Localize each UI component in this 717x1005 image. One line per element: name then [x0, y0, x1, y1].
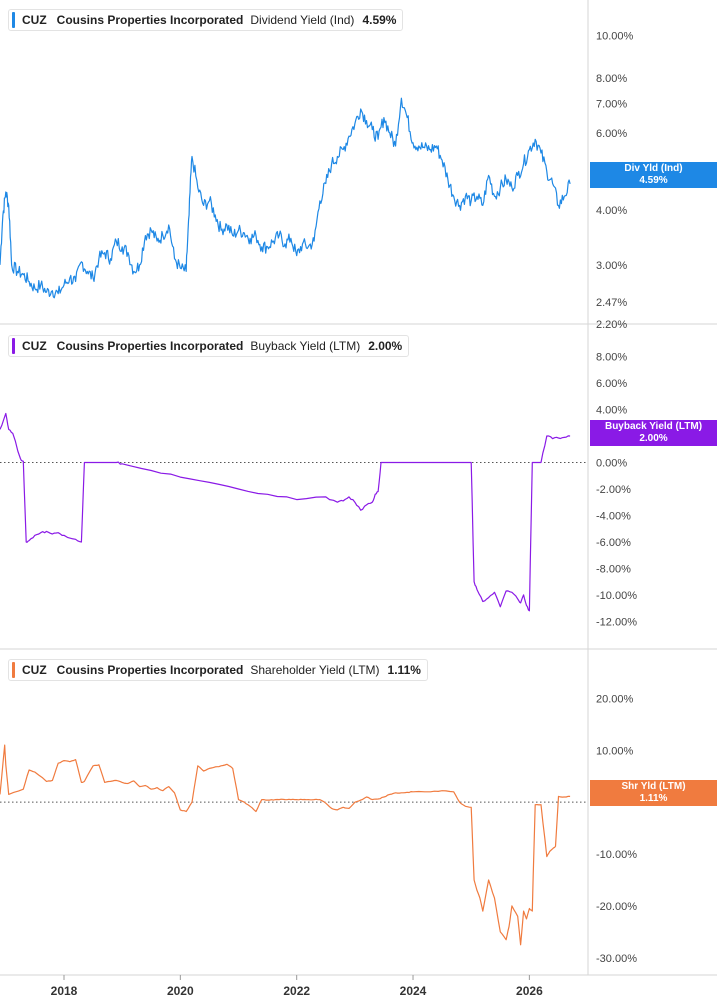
y-tick-label: 4.00% — [596, 405, 627, 417]
series-line-panel-3 — [0, 744, 571, 946]
company-name: Cousins Properties Incorporated — [56, 13, 244, 27]
y-tick-label: 0.00% — [596, 458, 627, 470]
x-tick-label: 2024 — [400, 984, 427, 998]
badge-label: Shr Yld (LTM) — [621, 781, 686, 792]
legend-buyback-yield[interactable]: CUZ Cousins Properties Incorporated Buyb… — [8, 335, 410, 357]
ticker: CUZ — [22, 13, 47, 27]
y-tick-label: -12.00% — [596, 616, 637, 628]
dividend-yield-badge: Div Yld (Ind) 4.59% — [590, 162, 717, 188]
y-tick-label: -6.00% — [596, 537, 631, 549]
company-name: Cousins Properties Incorporated — [56, 663, 244, 677]
metric-value: 2.00% — [368, 339, 403, 353]
y-tick-label: -30.00% — [596, 953, 637, 965]
ticker: CUZ — [22, 663, 47, 677]
x-tick-labels: 2018 2020 2022 2024 2026 — [51, 975, 543, 998]
x-tick-label: 2020 — [167, 984, 194, 998]
y-tick-label: -4.00% — [596, 511, 631, 523]
x-tick-label: 2018 — [51, 984, 78, 998]
zero-lines — [0, 462, 588, 803]
legend-shareholder-yield[interactable]: CUZ Cousins Properties Incorporated Shar… — [8, 659, 428, 681]
y-tick-label: -8.00% — [596, 563, 631, 575]
y-tick-label: 8.00% — [596, 352, 627, 364]
y-tick-label: -20.00% — [596, 901, 637, 913]
y-tick-label: 3.00% — [596, 260, 627, 272]
y-tick-label: 2.20% — [596, 319, 627, 331]
x-tick-label: 2026 — [516, 984, 543, 998]
y-tick-label: 6.00% — [596, 128, 627, 140]
legend-dividend-yield[interactable]: CUZ Cousins Properties Incorporated Divi… — [8, 9, 404, 31]
metric-name: Dividend Yield (Ind) — [250, 13, 355, 27]
panel-dividers — [0, 0, 717, 976]
y-tick-label: -10.00% — [596, 590, 637, 602]
buyback-yield-badge: Buyback Yield (LTM) 2.00% — [590, 420, 717, 446]
badge-value: 4.59% — [639, 175, 668, 186]
metric-value: 4.59% — [362, 13, 397, 27]
y-tick-label: -10.00% — [596, 849, 637, 861]
y-tick-label: 10.00% — [596, 31, 634, 43]
y-tick-label: 7.00% — [596, 99, 627, 111]
metric-name: Buyback Yield (LTM) — [250, 339, 361, 353]
badge-label: Buyback Yield (LTM) — [604, 421, 703, 432]
x-tick-label: 2022 — [283, 984, 310, 998]
y-tick-label: 8.00% — [596, 73, 627, 85]
series-color-marker — [12, 662, 15, 678]
badge-value: 2.00% — [639, 433, 668, 444]
series-line-panel-2 — [0, 412, 571, 612]
badge-value: 1.11% — [639, 793, 668, 804]
series-color-marker — [12, 338, 15, 354]
series-line-panel-1 — [0, 97, 571, 299]
y-tick-label: 6.00% — [596, 378, 627, 390]
series-color-marker — [12, 12, 15, 28]
metric-name: Shareholder Yield (LTM) — [250, 663, 380, 677]
y-tick-label: 20.00% — [596, 693, 634, 705]
ticker: CUZ — [22, 339, 47, 353]
y-tick-label: 10.00% — [596, 745, 634, 757]
series-lines — [0, 97, 571, 946]
badge-label: Div Yld (Ind) — [624, 163, 683, 174]
y-tick-label: -2.00% — [596, 484, 631, 496]
y-tick-label: 2.47% — [596, 297, 627, 309]
shareholder-yield-badge: Shr Yld (LTM) 1.11% — [590, 780, 717, 806]
metric-value: 1.11% — [387, 663, 421, 677]
company-name: Cousins Properties Incorporated — [56, 339, 244, 353]
y-tick-label: 4.00% — [596, 205, 627, 217]
